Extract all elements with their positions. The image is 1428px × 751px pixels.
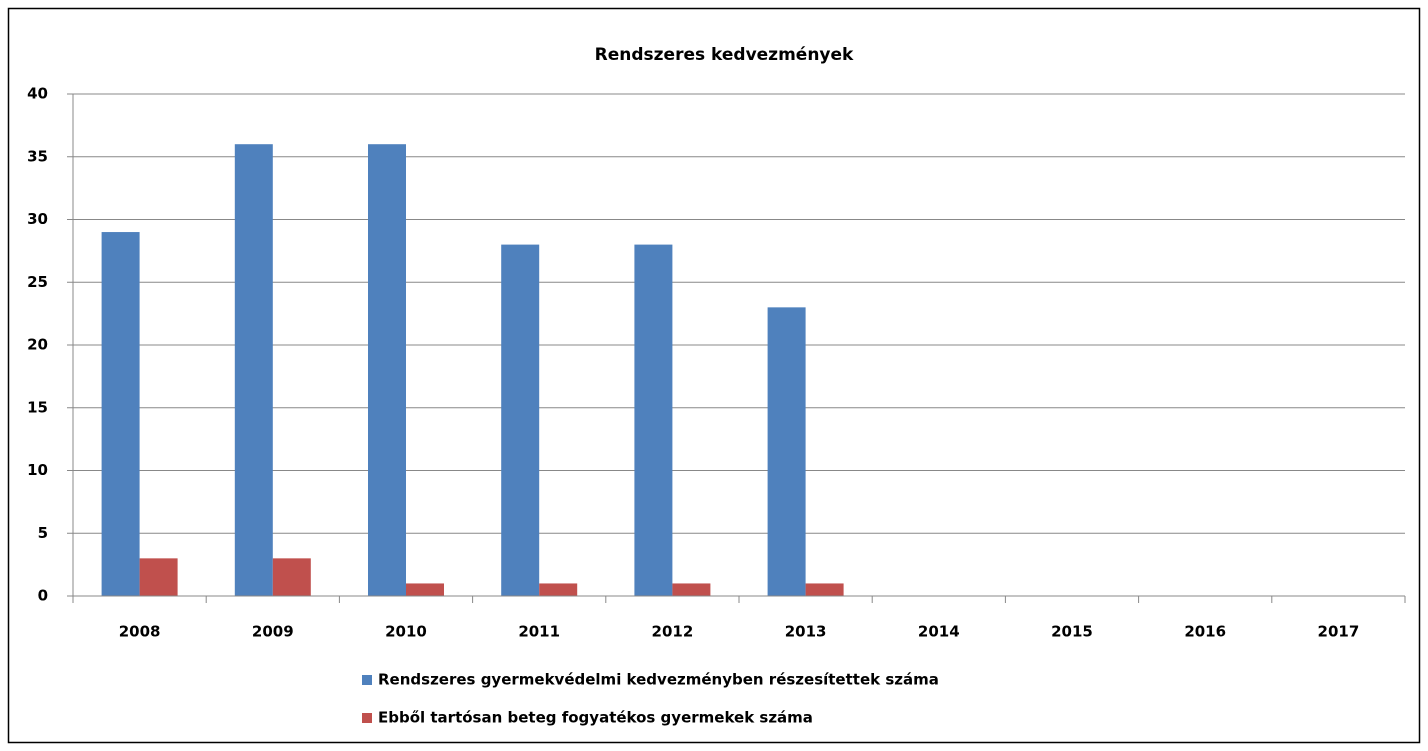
bar <box>406 583 444 596</box>
x-tick-label: 2013 <box>785 623 827 641</box>
y-tick-label: 10 <box>27 461 48 479</box>
bar <box>539 583 578 596</box>
y-tick-label: 20 <box>27 336 48 354</box>
bar <box>634 244 673 596</box>
y-tick-label: 5 <box>38 524 48 542</box>
bar <box>672 583 711 596</box>
y-tick-label: 40 <box>27 85 48 103</box>
legend-label: Ebből tartósan beteg fogyatékos gyermeke… <box>378 709 813 727</box>
x-tick-label: 2017 <box>1318 623 1360 641</box>
y-tick-label: 35 <box>27 147 48 165</box>
x-tick-label: 2008 <box>119 623 161 641</box>
bar <box>501 244 540 596</box>
bar <box>101 232 140 597</box>
y-tick-label: 30 <box>27 210 48 228</box>
chart-title: Rendszeres kedvezmények <box>595 45 854 65</box>
y-tick-label: 0 <box>38 587 48 605</box>
bar <box>272 558 311 596</box>
x-tick-label: 2010 <box>385 623 427 641</box>
y-tick-label: 15 <box>27 398 48 416</box>
legend-swatch <box>362 713 372 723</box>
legend-label: Rendszeres gyermekvédelmi kedvezményben … <box>378 671 939 689</box>
x-tick-label: 2012 <box>652 623 694 641</box>
bar <box>139 558 178 596</box>
bar <box>234 144 273 596</box>
x-tick-label: 2016 <box>1184 623 1226 641</box>
bar <box>767 307 806 596</box>
bar <box>805 583 844 596</box>
legend-swatch <box>362 675 372 685</box>
x-tick-label: 2009 <box>252 623 294 641</box>
x-tick-label: 2015 <box>1051 623 1093 641</box>
bar <box>368 144 406 596</box>
x-tick-label: 2011 <box>518 623 560 641</box>
x-tick-label: 2014 <box>918 623 960 641</box>
y-tick-label: 25 <box>27 273 48 291</box>
